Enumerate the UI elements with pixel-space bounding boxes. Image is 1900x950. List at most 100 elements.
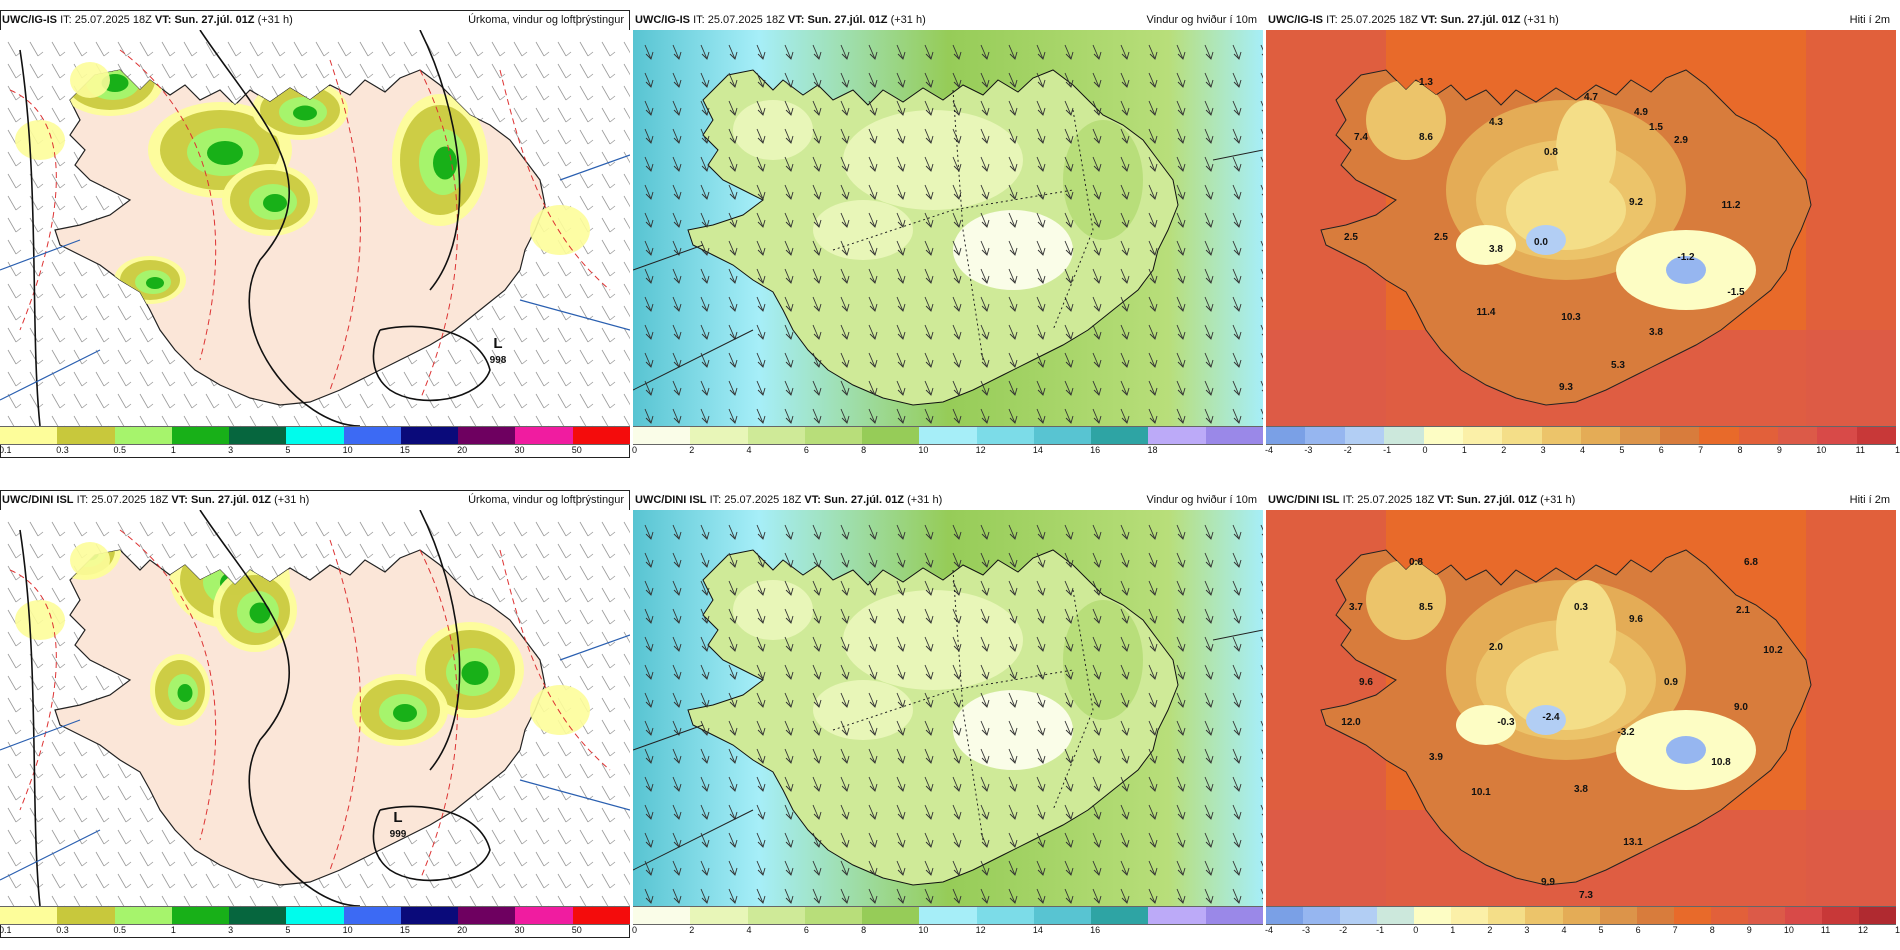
colorbar-swatch — [1581, 427, 1621, 444]
colorbar-tick-label: 0.5 — [113, 445, 127, 455]
panel-title-bar: UWC/IG-IS IT: 25.07.2025 18Z VT: Sun. 27… — [633, 10, 1263, 30]
colorbar-tick-label: 4 — [746, 445, 752, 455]
colorbar-swatch — [976, 907, 1034, 924]
colorbar-tick-label: 0.1 — [0, 445, 12, 455]
title-lead: (+31 h) — [907, 494, 943, 506]
title-vt-label: VT: — [1420, 14, 1438, 26]
colorbar-swatch — [1033, 907, 1092, 924]
colorbar-tick-label: 1 — [1461, 445, 1467, 455]
colorbar-tick-label: -2 — [1343, 445, 1352, 455]
temperature-value-label: 10.1 — [1471, 787, 1491, 798]
title-vt: Sun. 27.júl. 01Z — [1440, 14, 1521, 26]
colorbar-swatch — [400, 907, 459, 924]
colorbar-ticks: 0 2 4 6 8 10 12 14 16 — [632, 924, 1263, 936]
title-vt-label: VT: — [787, 14, 805, 26]
map-canvas — [633, 510, 1263, 906]
temperature-labels: 1.3 7.4 8.6 4.3 0.8 4.7 4.9 2.9 2.5 9.2 11.2 2.5 3.8… — [1344, 77, 1745, 393]
colorbar-swatch — [747, 427, 805, 444]
colorbar-tick-label: 20 — [457, 925, 468, 935]
panel-variable-title: Hiti í 2m — [1849, 14, 1890, 26]
colorbar-tick-label: 30 — [514, 445, 525, 455]
colorbar-tick-label: 10 — [342, 925, 353, 935]
colorbar-swatch — [0, 427, 58, 444]
colorbar-tick-label: 2 — [689, 445, 695, 455]
colorbar-tick-label: 5 — [285, 925, 291, 935]
low-pressure-marker: L 999 — [390, 809, 407, 840]
colorbar-tick-label: 7 — [1698, 445, 1704, 455]
colorbar-swatch — [1777, 427, 1818, 444]
colorbar-swatch — [690, 427, 748, 444]
colorbar-swatch — [0, 907, 58, 924]
colorbar-swatch — [57, 427, 115, 444]
weather-map: 0.8 6.8 3.7 8.5 0.3 9.6 2.1 2.0 10.2 9.6 0.9 9.0 12.… — [1266, 510, 1896, 906]
colorbar-swatches — [633, 426, 1263, 445]
colorbar-tick-label: 6 — [803, 445, 809, 455]
colorbar-tick-label: 7 — [1672, 925, 1678, 935]
colorbar-tick-label: 10 — [342, 445, 353, 455]
colorbar-swatch — [1738, 427, 1778, 444]
colorbar-swatches — [1266, 906, 1897, 925]
title-vt: Sun. 27.júl. 01Z — [1456, 494, 1538, 506]
colorbar-tick-label: 4 — [746, 925, 752, 935]
colorbar-tick-label: 16 — [1090, 925, 1101, 935]
title-model: UWC/IG-IS — [2, 14, 57, 26]
colorbar-ticks: -4-3-2-1012345678910111213 — [1265, 444, 1900, 456]
title-it: 25.07.2025 18Z — [707, 14, 785, 26]
colorbar-swatch — [747, 907, 805, 924]
colorbar-tick-label: 5 — [285, 445, 291, 455]
precip-panel-dini: UWC/DINI ISL IT: 25.07.2025 18Z VT: Sun.… — [0, 490, 630, 938]
colorbar-tick-label: 50 — [571, 925, 582, 935]
colorbar-tick-label: 5 — [1598, 925, 1604, 935]
colorbar-swatch — [343, 907, 401, 924]
panel-title-bar: UWC/IG-IS IT: 25.07.2025 18Z VT: Sun. 27… — [0, 10, 630, 30]
colorbar-swatch — [515, 907, 573, 924]
isobars — [19, 510, 491, 906]
title-model: UWC/DINI ISL — [1268, 494, 1340, 506]
colorbar-swatch — [1673, 907, 1711, 924]
temperature-value-label: 0.9 — [1664, 677, 1678, 688]
colorbar-tick-label: 14 — [1032, 925, 1043, 935]
title-it: 25.07.2025 18Z — [724, 494, 802, 506]
colorbar-swatch — [1502, 427, 1542, 444]
colorbar-tick-label: 18 — [1147, 445, 1158, 455]
colorbar-swatch — [919, 427, 977, 444]
colorbar-swatch — [1148, 427, 1206, 444]
colorbar-swatch — [919, 907, 977, 924]
colorbar-swatch — [572, 907, 630, 924]
colorbar-swatch — [1205, 427, 1263, 444]
isobars — [19, 30, 491, 426]
colorbar-tick-label: 13 — [1895, 925, 1900, 935]
title-it: 25.07.2025 18Z — [1357, 494, 1435, 506]
colorbar-tick-label: 0.3 — [56, 445, 69, 455]
colorbar-tick-label: -1 — [1376, 925, 1385, 935]
colorbar-tick-label: 9 — [1746, 925, 1752, 935]
colorbar-swatch — [1451, 907, 1489, 924]
temperature-value-label: 0.8 — [1544, 147, 1558, 158]
panel-title-bar: UWC/DINI ISL IT: 25.07.2025 18Z VT: Sun.… — [633, 490, 1263, 510]
colorbar-tick-label: 16 — [1090, 445, 1101, 455]
colorbar-swatch — [1659, 427, 1700, 444]
temperature-value-label: -1.5 — [1727, 287, 1745, 298]
colorbar-tick-label: 10 — [918, 445, 929, 455]
map-canvas: L 999 — [0, 510, 630, 906]
colorbar-swatch — [1747, 907, 1785, 924]
iceland-land — [687, 69, 1179, 406]
temperature-value-label: 10.2 — [1763, 645, 1783, 656]
weather-map: L 998 — [0, 30, 630, 426]
colorbar-legend: -4-3-2-101234567891011121314 — [1265, 906, 1900, 936]
colorbar-legend: 0 2 4 6 8 10 12 14 16 18 — [632, 426, 1263, 456]
colorbar-tick-label: 0.3 — [56, 925, 69, 935]
colorbar-tick-label: 8 — [1709, 925, 1715, 935]
temperature-labels: 0.8 6.8 3.7 8.5 0.3 9.6 2.1 2.0 10.2 9.6 0.9 9.0 12.… — [1341, 557, 1783, 901]
title-it-label: IT: — [693, 14, 705, 26]
weather-map: L 999 — [0, 510, 630, 906]
panel-run-info: UWC/DINI ISL IT: 25.07.2025 18Z VT: Sun.… — [635, 490, 942, 510]
colorbar-swatch — [1784, 907, 1822, 924]
colorbar-ticks: 0.1 0.3 0.5 1 3 5 10 15 20 30 50 — [0, 924, 630, 936]
temperature-value-label: 8.6 — [1419, 132, 1433, 143]
temperature-value-label: 3.8 — [1489, 244, 1503, 255]
temperature-value-label: 2.0 — [1489, 642, 1503, 653]
colorbar-swatch — [1859, 907, 1897, 924]
colorbar-swatch — [400, 427, 459, 444]
colorbar-swatch — [1033, 427, 1092, 444]
